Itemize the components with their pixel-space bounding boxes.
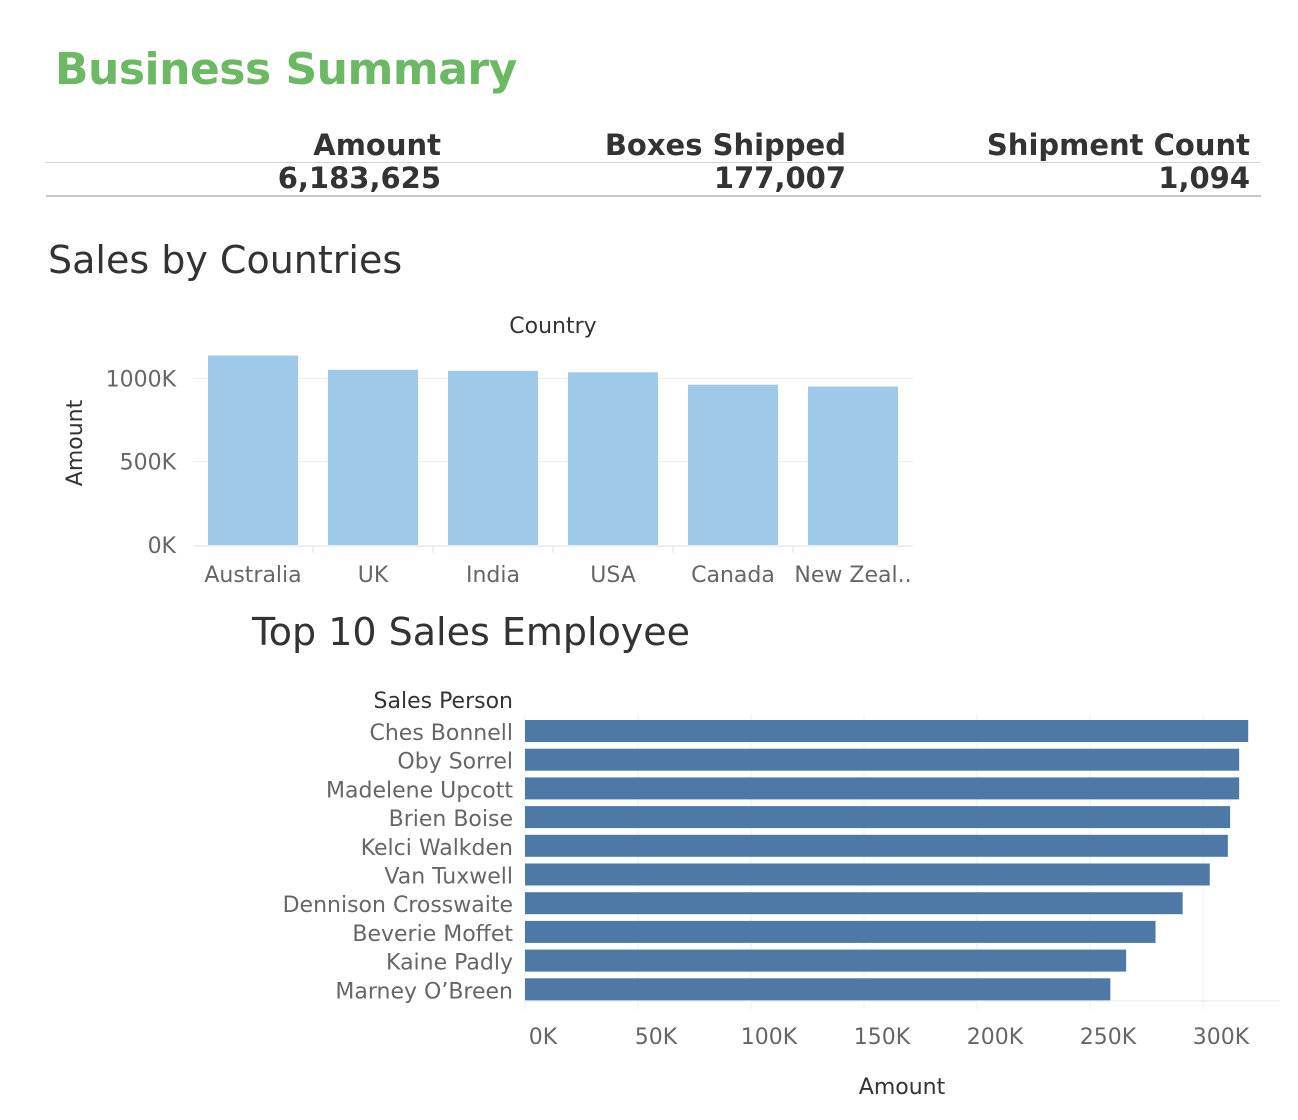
country-y-tick-label: 0K [148, 534, 177, 559]
employee-x-axis-title: Amount [859, 1075, 946, 1100]
employee-name-label: Brien Boise [389, 807, 513, 832]
country-x-tick-label: New Zeal.. [794, 563, 911, 588]
employee-bar[interactable] [525, 806, 1231, 829]
employee-bar[interactable] [525, 720, 1249, 742]
employee-x-tick-label: 50K [635, 1025, 678, 1050]
employee-name-label: Kelci Walkden [361, 836, 513, 861]
kpi-amount-label: Amount [313, 128, 441, 162]
country-x-tick-label: Australia [204, 563, 301, 588]
employee-x-tick-label: 150K [854, 1025, 911, 1050]
country-x-tick-label: UK [358, 563, 389, 588]
employee-x-tick-label: 100K [741, 1025, 798, 1050]
country-x-tick-label: USA [590, 563, 636, 588]
employee-bar[interactable] [525, 777, 1240, 800]
employee-name-label: Ches Bonnell [370, 721, 514, 746]
country-bar[interactable] [208, 355, 298, 546]
countries-section-title: Sales by Countries [48, 238, 403, 282]
country-y-tick-label: 1000K [106, 367, 177, 392]
employee-x-tick-label: 250K [1080, 1025, 1137, 1050]
kpi-amount-value: 6,183,625 [277, 161, 441, 195]
country-bar[interactable] [568, 372, 658, 545]
kpi-boxes-shipped-label: Boxes Shipped [604, 128, 846, 162]
employee-name-label: Dennison Crosswaite [283, 893, 513, 918]
country-bar[interactable] [808, 386, 898, 546]
employee-name-label: Kaine Padly [386, 951, 513, 976]
employees-section-title: Top 10 Sales Employee [252, 610, 691, 654]
kpi-shipment-count-value: 1,094 [1158, 161, 1250, 195]
country-y-axis-title: Amount [63, 399, 88, 486]
employee-y-axis-title: Sales Person [374, 689, 513, 714]
employee-bar[interactable] [525, 920, 1156, 943]
employee-name-label: Beverie Moffet [352, 922, 513, 947]
country-bar[interactable] [448, 370, 538, 545]
employee-name-label: Marney O’Breen [335, 979, 513, 1004]
employee-bar[interactable] [525, 863, 1210, 886]
kpi-boxes-shipped-value: 177,007 [713, 161, 846, 195]
employee-x-tick-label: 300K [1193, 1025, 1250, 1050]
employee-bar[interactable] [525, 892, 1183, 915]
kpi-header-row: Amount Boxes Shipped Shipment Count [46, 128, 1261, 163]
employee-bar[interactable] [525, 949, 1127, 972]
country-x-tick-label: Canada [691, 563, 775, 588]
kpi-shipment-count-label: Shipment Count [986, 128, 1250, 162]
dashboard-title: Business Summary [55, 44, 517, 95]
country-x-tick-label: India [466, 563, 520, 588]
employee-x-tick-label: 200K [967, 1025, 1024, 1050]
employee-name-label: Oby Sorrel [397, 750, 513, 775]
employee-name-label: Van Tuxwell [384, 865, 513, 890]
employee-x-tick-label: 0K [529, 1025, 558, 1050]
country-y-tick-label: 500K [120, 451, 177, 476]
employee-bar[interactable] [525, 748, 1240, 771]
kpi-summary-table: Amount Boxes Shipped Shipment Count 6,18… [46, 128, 1261, 197]
employee-bar[interactable] [525, 978, 1111, 1001]
employee-bar[interactable] [525, 834, 1228, 857]
employee-name-label: Madelene Upcott [326, 778, 513, 803]
country-bar[interactable] [328, 369, 418, 545]
kpi-value-row: 6,183,625 177,007 1,094 [46, 161, 1261, 197]
country-x-axis-title: Country [509, 314, 596, 339]
country-bar[interactable] [688, 384, 778, 545]
